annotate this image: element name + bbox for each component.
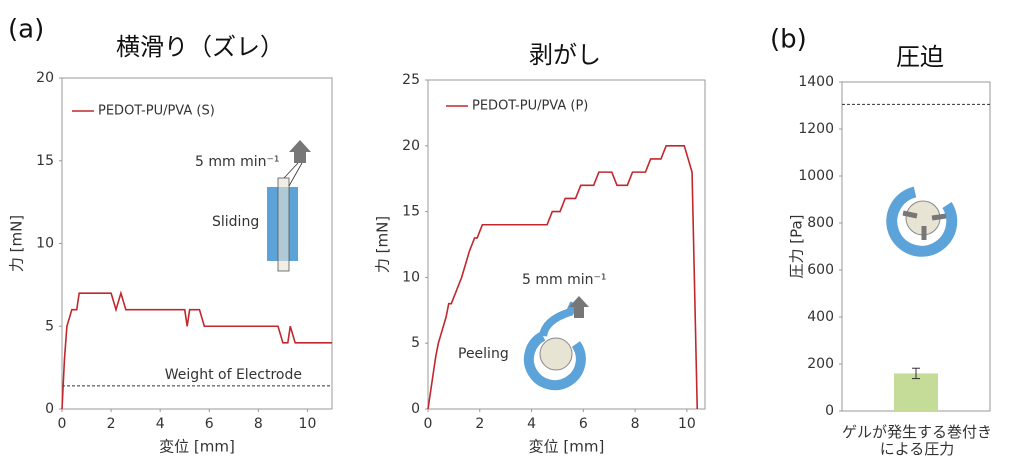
y-tick-label: 1200 — [798, 121, 834, 137]
chart-title: 横滑り（ズレ） — [116, 33, 284, 61]
y-axis-label: 力 [mN] — [374, 216, 392, 273]
y-axis-label: 力 [mN] — [8, 215, 26, 272]
y-tick-label: 800 — [807, 215, 834, 231]
x-tick-label: 10 — [299, 416, 317, 432]
x-tick-label: 10 — [678, 416, 696, 432]
y-tick-label: 1400 — [798, 74, 834, 90]
annotation: 5 mm min⁻¹ — [195, 154, 280, 170]
x-tick-label: 4 — [527, 416, 536, 432]
x-axis-label: 変位 [mm] — [159, 438, 235, 456]
bar — [894, 373, 938, 411]
y-tick-label: 5 — [411, 335, 420, 351]
panel-label: (a) — [8, 15, 44, 45]
annotation: Peeling — [458, 346, 509, 362]
line-series — [427, 145, 699, 410]
x-tick-label: 2 — [107, 416, 116, 432]
y-tick-label: 10 — [402, 269, 420, 285]
compression-illustration — [886, 186, 958, 257]
chart-title: 圧迫 — [896, 43, 944, 71]
plot-frame — [427, 79, 706, 410]
error-bar — [912, 367, 920, 380]
y-tick-label: 200 — [807, 356, 834, 372]
x-tick-label: 8 — [254, 416, 263, 432]
y-tick-label: 15 — [402, 204, 420, 220]
x-tick-label: 6 — [205, 416, 214, 432]
y-tick-label: 5 — [45, 318, 54, 334]
annotation: 5 mm min⁻¹ — [522, 272, 607, 288]
y-tick-label: 20 — [36, 70, 54, 86]
panel-label: (b) — [770, 25, 807, 55]
y-tick-label: 25 — [402, 72, 420, 88]
y-tick-label: 0 — [825, 403, 834, 419]
x-axis-label: 変位 [mm] — [529, 438, 605, 456]
y-tick-label: 20 — [402, 138, 420, 154]
line-series — [61, 290, 332, 410]
x-tick-label: 2 — [475, 416, 484, 432]
x-tick-label: 8 — [631, 416, 640, 432]
legend-label: PEDOT-PU/PVA (S) — [98, 104, 215, 119]
y-axis-label: 圧力 [Pa] — [788, 214, 806, 278]
y-tick-label: 1000 — [798, 168, 834, 184]
x-tick-label: 0 — [58, 416, 67, 432]
x-tick-label: 0 — [424, 416, 433, 432]
legend-label: PEDOT-PU/PVA (P) — [472, 99, 588, 114]
y-tick-label: 400 — [807, 309, 834, 325]
y-tick-label: 0 — [411, 401, 420, 417]
y-tick-label: 10 — [36, 236, 54, 252]
y-tick-label: 0 — [45, 401, 54, 417]
peeling-illustration — [523, 296, 589, 391]
x-tick-label: 4 — [156, 416, 165, 432]
reference-label: Weight of Electrode — [165, 367, 302, 383]
chart-title: 剥がし — [529, 41, 601, 69]
x-tick-label: ゲルが発生する巻付き による圧力 — [841, 423, 992, 458]
sliding-illustration — [267, 140, 311, 272]
annotation: Sliding — [212, 214, 259, 230]
x-tick-label: 6 — [579, 416, 588, 432]
y-tick-label: 600 — [807, 262, 834, 278]
y-tick-label: 15 — [36, 153, 54, 169]
